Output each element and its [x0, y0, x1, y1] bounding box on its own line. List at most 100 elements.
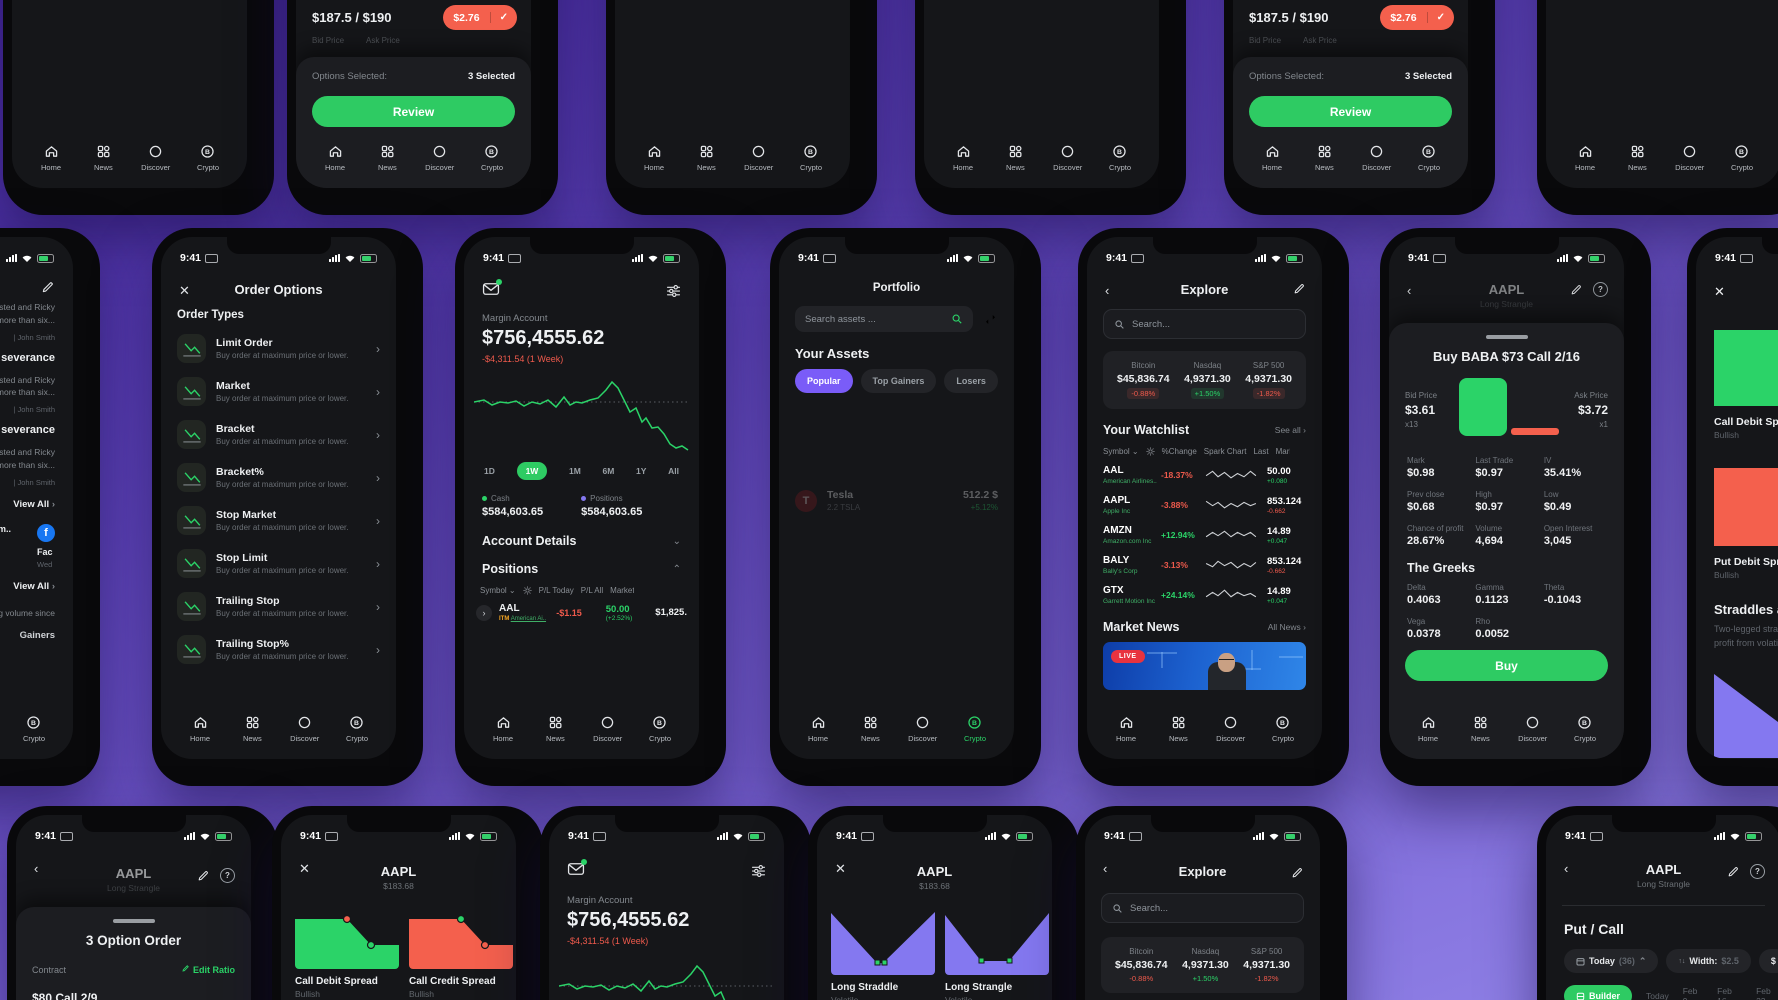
timeframe-6m[interactable]: 6M	[602, 466, 615, 476]
earnings-name[interactable]: Fac	[37, 546, 53, 557]
strike-row[interactable]: $187.5 / $190 $2.76 ✓	[296, 3, 531, 32]
nav-crypto[interactable]: B Crypto	[473, 143, 511, 172]
nav-news[interactable]: News	[84, 143, 122, 172]
nav-home[interactable]: Home	[1409, 714, 1447, 743]
order-type-market[interactable]: Market Buy order at maximum price or lowe…	[161, 370, 396, 413]
nav-discover[interactable]: Discover	[904, 714, 942, 743]
strategy-card-put-debit[interactable]: Put Debit Spread Bullish	[1696, 440, 1778, 580]
filter-sliders-icon[interactable]	[751, 864, 766, 878]
back-icon[interactable]: ‹	[34, 861, 39, 876]
nav-home[interactable]: Home	[32, 143, 70, 172]
nav-news[interactable]: News	[1159, 714, 1197, 743]
pencil-icon[interactable]	[1290, 866, 1304, 880]
expiry-filter[interactable]: Today (36) ⌃	[1564, 949, 1659, 973]
nav-discover[interactable]: Discover	[1514, 714, 1552, 743]
date-tab-feb9[interactable]: Feb 9	[1682, 986, 1698, 1000]
nav-discover[interactable]: Discover	[0, 714, 1, 743]
all-news-link[interactable]: All News ›	[1267, 622, 1306, 632]
nav-crypto[interactable]: B Crypto	[792, 143, 830, 172]
search-input[interactable]: Search assets ...	[795, 306, 973, 332]
nav-crypto[interactable]: B Crypto	[338, 714, 376, 743]
nav-discover[interactable]: Discover	[421, 143, 459, 172]
review-button[interactable]: Review	[312, 96, 515, 127]
nav-news[interactable]: News	[1618, 143, 1656, 172]
buy-button[interactable]: Buy	[1405, 650, 1608, 681]
col-symbol[interactable]: Symbol ⌄	[1103, 447, 1139, 456]
nav-news[interactable]: News	[687, 143, 725, 172]
nav-crypto[interactable]: B Crypto	[1101, 143, 1139, 172]
date-tab-today[interactable]: Today	[1646, 991, 1669, 1000]
col-market[interactable]: Market	[610, 586, 635, 595]
nav-home[interactable]: Home	[1107, 714, 1145, 743]
swap-icon[interactable]	[983, 313, 998, 326]
close-icon[interactable]: ✕	[1714, 284, 1725, 299]
timeframe-1m[interactable]: 1M	[569, 466, 581, 476]
order-type-trailing-stop[interactable]: Trailing Stop Buy order at maximum price …	[161, 585, 396, 628]
order-type-trailing-stop-pct[interactable]: Trailing Stop% Buy order at maximum price…	[161, 628, 396, 671]
timeframe-1d[interactable]: 1D	[484, 466, 495, 476]
watchlist-row-baly[interactable]: BALY Bally's Corp -3.13% 853.124 -0.662	[1103, 555, 1302, 575]
position-row-aal[interactable]: › AAL ITM American Ai.. -$1.15 50.00 (+2.…	[464, 599, 699, 622]
strategy-card-long-straddle[interactable]: Long Straddle Volatile	[831, 907, 935, 1000]
nav-news[interactable]: News	[536, 714, 574, 743]
nav-discover[interactable]: Discover	[1212, 714, 1250, 743]
tab-top-gainers[interactable]: Top Gainers	[860, 369, 937, 393]
width-filter[interactable]: ↑↓ Width: $2.5	[1666, 949, 1751, 973]
earnings-name[interactable]: Motor Com..	[0, 523, 11, 534]
nav-discover[interactable]: Discover	[1671, 143, 1709, 172]
tab-gainers[interactable]: Gainers	[19, 629, 55, 641]
date-tab-feb16[interactable]: Feb 16	[1717, 986, 1732, 1000]
col-symbol[interactable]: Symbol ⌄	[480, 586, 516, 595]
pencil-icon[interactable]	[1292, 282, 1306, 296]
nav-news[interactable]: News	[996, 143, 1034, 172]
gear-icon[interactable]	[523, 586, 532, 595]
nav-news[interactable]: News	[233, 714, 271, 743]
nav-home[interactable]: Home	[484, 714, 522, 743]
pencil-icon[interactable]	[1569, 283, 1583, 297]
search-input[interactable]: Search...	[1101, 893, 1304, 923]
nav-news[interactable]: News	[851, 714, 889, 743]
nav-crypto[interactable]: B Crypto	[1264, 714, 1302, 743]
col-spark[interactable]: Spark Chart	[1203, 447, 1247, 456]
order-type-bracket-pct[interactable]: Bracket% Buy order at maximum price or lo…	[161, 456, 396, 499]
review-button[interactable]: Review	[1249, 96, 1452, 127]
col-change[interactable]: %Change	[1161, 447, 1197, 456]
back-icon[interactable]: ‹	[1564, 861, 1569, 876]
strategy-card-call-debit[interactable]: Call Debit Spread Bullish	[295, 907, 399, 999]
nav-discover[interactable]: Discover	[286, 714, 324, 743]
gear-icon[interactable]	[1146, 447, 1155, 456]
price-select-pill[interactable]: $2.76 ✓	[1380, 5, 1454, 30]
asset-row-tesla[interactable]: T Tesla 2.2 TSLA 512.2 $ +5.12%	[779, 489, 1014, 512]
date-tab-feb23[interactable]: Feb 23	[1756, 986, 1771, 1000]
view-all-link[interactable]: View All ›	[13, 498, 55, 510]
close-icon[interactable]: ✕	[179, 283, 190, 298]
back-icon[interactable]: ‹	[1103, 861, 1108, 876]
nav-home[interactable]: Home	[1566, 143, 1604, 172]
builder-tab[interactable]: Builder	[1564, 985, 1633, 1000]
nav-crypto[interactable]: B Crypto	[1410, 143, 1448, 172]
tab-popular[interactable]: Popular	[795, 369, 853, 393]
drag-handle[interactable]	[1485, 335, 1528, 339]
pencil-icon[interactable]	[196, 869, 210, 883]
nav-home[interactable]: Home	[316, 143, 354, 172]
mail-button[interactable]	[482, 279, 502, 299]
nav-discover[interactable]: Discover	[1049, 143, 1087, 172]
watchlist-row-gtx[interactable]: GTX Garrett Motion Inc +24.14% 14.89 +0.04…	[1103, 585, 1291, 605]
nav-discover[interactable]: Discover	[137, 143, 175, 172]
price-filter-partial[interactable]: $	[1758, 949, 1778, 973]
pencil-icon[interactable]	[1726, 865, 1740, 879]
help-icon[interactable]: ?	[1750, 864, 1765, 879]
col-pl-today[interactable]: P/L Today	[538, 586, 574, 595]
nav-home[interactable]: Home	[944, 143, 982, 172]
nav-home[interactable]: Home	[181, 714, 219, 743]
back-icon[interactable]: ‹	[1407, 283, 1412, 298]
timeframe-1y[interactable]: 1Y	[636, 466, 647, 476]
drag-handle[interactable]	[112, 919, 155, 923]
price-select-pill[interactable]: $2.76 ✓	[443, 5, 517, 30]
nav-crypto-active[interactable]: B Crypto	[956, 714, 994, 743]
col-last[interactable]: Last	[1253, 447, 1269, 456]
close-icon[interactable]: ✕	[299, 861, 310, 876]
strategy-card-long-strangle[interactable]: Long Strangle Volatile	[945, 907, 1049, 1000]
mail-button[interactable]	[567, 859, 587, 879]
account-details-row[interactable]: Account Details ⌄	[482, 534, 681, 548]
